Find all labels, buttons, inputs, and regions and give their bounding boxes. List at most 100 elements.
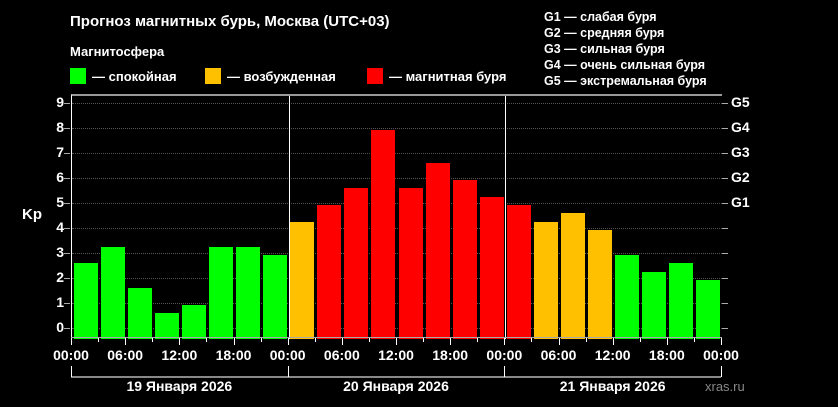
day-label: 21 Января 2026 xyxy=(559,378,666,394)
kp-bar xyxy=(208,246,233,339)
y-tick-mark xyxy=(64,303,70,304)
x-tick-mark xyxy=(125,338,127,345)
y-tick-mark xyxy=(64,103,70,104)
y-tick-mark xyxy=(64,128,70,129)
kp-bar xyxy=(669,263,694,339)
x-tick-mark xyxy=(368,338,370,342)
gridline xyxy=(72,328,722,329)
x-tick-mark xyxy=(531,338,533,342)
x-tick-mark xyxy=(71,338,72,345)
x-tick-mark xyxy=(152,338,154,342)
day-tick xyxy=(71,366,72,377)
legend-label: — магнитная буря xyxy=(389,68,507,84)
y-tick-mark xyxy=(64,328,70,329)
kp-bar xyxy=(615,255,640,339)
g-scale-item: G2 — средняя буря xyxy=(544,26,665,40)
g-tick-mark xyxy=(722,203,728,204)
kp-bar xyxy=(290,221,315,339)
g-scale-item: G1 — слабая буря xyxy=(544,10,657,24)
kp-bar xyxy=(317,205,342,339)
kp-bar xyxy=(154,313,179,339)
gridline xyxy=(72,228,722,229)
g-tick-mark xyxy=(722,228,728,229)
legend-swatch-storm xyxy=(367,68,383,84)
legend-label: — возбужденная xyxy=(227,68,336,84)
kp-bar xyxy=(696,280,721,339)
x-tick-mark xyxy=(341,338,343,345)
g-tick-mark xyxy=(722,328,728,329)
x-tick-label: 18:00 xyxy=(648,347,685,363)
g-tick-mark xyxy=(722,303,728,304)
g-scale-item: G5 — экстремальная буря xyxy=(544,74,707,88)
x-axis-line xyxy=(71,337,722,338)
x-tick-mark xyxy=(504,338,506,345)
x-tick-mark xyxy=(558,338,560,345)
x-tick-mark xyxy=(477,338,479,342)
x-tick-label: 00:00 xyxy=(703,347,739,363)
x-tick-label: 12:00 xyxy=(378,347,414,363)
y-tick-label: 3 xyxy=(56,244,64,260)
y-tick-mark xyxy=(64,228,70,229)
day-separator xyxy=(288,96,290,339)
y-tick-label: 4 xyxy=(56,219,64,235)
legend-item-storm: — магнитная буря xyxy=(367,68,506,84)
y-tick-label: 6 xyxy=(56,169,64,185)
g-tick-mark xyxy=(722,278,728,279)
y-tick-mark xyxy=(64,278,70,279)
x-tick-mark xyxy=(396,338,397,345)
x-tick-mark xyxy=(260,338,262,342)
kp-bar xyxy=(100,246,125,339)
x-tick-label: 12:00 xyxy=(161,347,198,363)
gridline xyxy=(72,303,722,304)
y-tick-label: 0 xyxy=(56,319,64,335)
x-tick-label: 00:00 xyxy=(53,347,89,363)
kp-bar xyxy=(506,205,531,339)
legend-label: — спокойная xyxy=(92,68,177,84)
legend-item-quiet: — спокойная xyxy=(70,68,177,84)
kp-bar xyxy=(479,196,504,339)
kp-bar xyxy=(642,271,667,339)
y-tick-label: 9 xyxy=(56,94,64,110)
kp-bar xyxy=(127,288,152,339)
y-axis-label: Kp xyxy=(22,206,42,223)
x-tick-mark xyxy=(233,338,235,345)
x-tick-mark xyxy=(721,338,722,345)
day-tick xyxy=(287,366,289,377)
x-tick-label: 06:00 xyxy=(323,347,360,363)
kp-bar xyxy=(73,263,98,339)
x-tick-mark xyxy=(179,338,181,345)
y-tick-mark xyxy=(64,153,70,154)
gridline xyxy=(72,153,722,154)
g-tick-label: G2 xyxy=(731,169,750,185)
kp-bar xyxy=(533,221,558,339)
kp-bar xyxy=(181,305,206,339)
x-tick-mark xyxy=(585,338,587,342)
x-tick-mark xyxy=(206,338,208,342)
x-tick-label: 06:00 xyxy=(540,347,577,363)
g-tick-mark xyxy=(722,128,728,129)
y-tick-label: 8 xyxy=(56,119,64,135)
gridline xyxy=(72,203,722,204)
g-tick-label: G4 xyxy=(731,119,750,135)
y-tick-label: 5 xyxy=(56,194,64,210)
x-tick-label: 12:00 xyxy=(594,347,631,363)
gridline xyxy=(72,178,722,179)
x-tick-label: 00:00 xyxy=(486,347,523,363)
g-tick-label: G1 xyxy=(731,194,750,210)
y-tick-mark xyxy=(64,253,70,254)
y-tick-mark xyxy=(64,203,70,204)
day-label: 19 Января 2026 xyxy=(126,378,233,394)
y-tick-mark xyxy=(64,178,70,179)
x-tick-mark xyxy=(98,338,100,342)
x-tick-label: 00:00 xyxy=(269,347,306,363)
x-tick-mark xyxy=(423,338,425,342)
gridline xyxy=(72,128,722,129)
g-scale-item: G4 — очень сильная буря xyxy=(544,58,705,72)
kp-bar xyxy=(588,230,613,339)
g-tick-label: G5 xyxy=(731,94,750,110)
x-tick-mark xyxy=(450,338,452,345)
x-tick-mark xyxy=(693,338,695,342)
g-tick-mark xyxy=(722,178,728,179)
y-tick-label: 2 xyxy=(56,269,64,285)
gridline xyxy=(72,253,722,254)
